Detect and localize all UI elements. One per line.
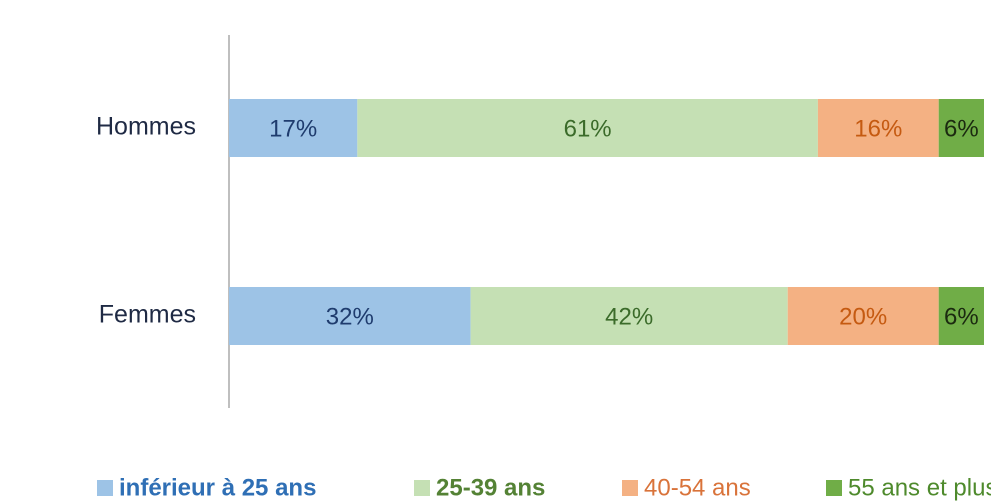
data-label: 20% <box>839 303 887 330</box>
bar-segment <box>229 99 358 157</box>
data-label: 6% <box>944 115 979 142</box>
data-label: 42% <box>605 303 653 330</box>
bar-segment <box>817 99 939 157</box>
bar-segment <box>938 287 984 345</box>
bar-segment <box>470 287 788 345</box>
data-label: 16% <box>854 115 902 142</box>
bar-segment <box>357 99 818 157</box>
legend-swatch <box>414 480 430 496</box>
legend-label: 40-54 ans <box>644 474 751 501</box>
legend-swatch <box>97 480 113 496</box>
bar-segment <box>787 287 939 345</box>
category-label: Femmes <box>99 301 196 329</box>
legend-label: inférieur à 25 ans <box>119 474 316 501</box>
data-label: 17% <box>269 115 317 142</box>
legend-label: 25-39 ans <box>436 474 545 501</box>
legend-swatch <box>622 480 638 496</box>
data-label: 61% <box>564 115 612 142</box>
category-label: Hommes <box>96 113 196 141</box>
bar-segment <box>938 99 984 157</box>
legend-swatch <box>826 480 842 496</box>
bar-segment <box>229 287 471 345</box>
data-label: 32% <box>326 303 374 330</box>
legend-label: 55 ans et plus <box>848 474 991 501</box>
data-label: 6% <box>944 303 979 330</box>
